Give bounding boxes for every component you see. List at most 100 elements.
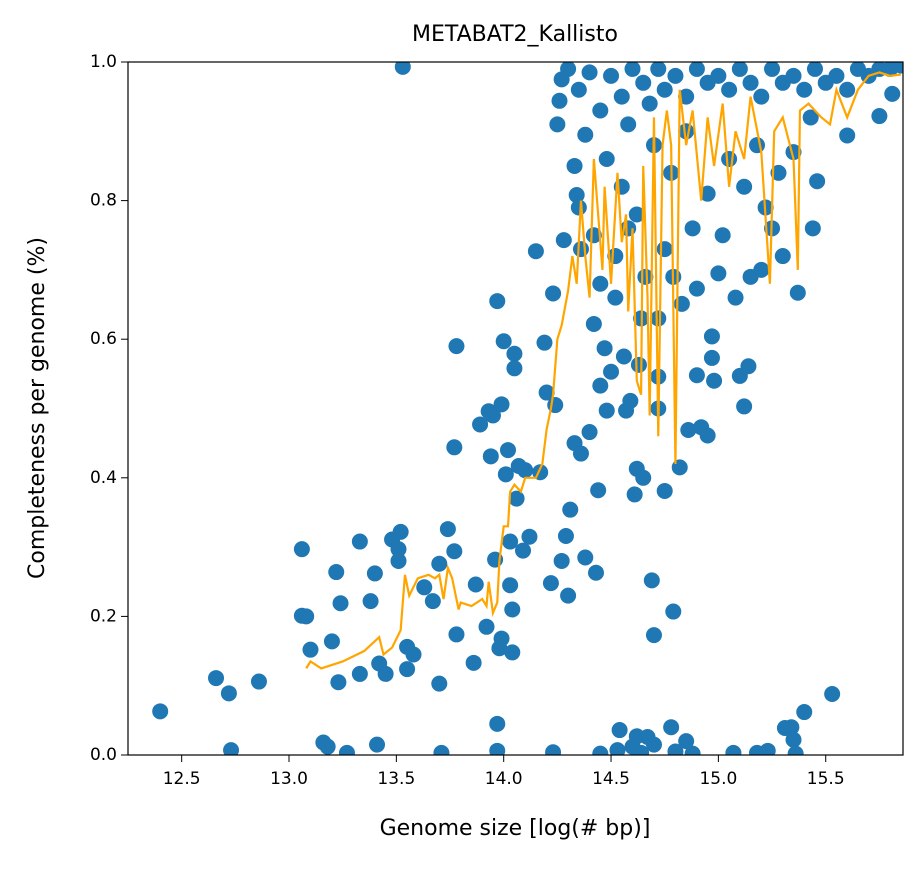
point xyxy=(714,227,731,244)
point xyxy=(656,241,673,258)
point xyxy=(467,576,484,593)
plot-area xyxy=(152,62,903,755)
point xyxy=(630,356,647,373)
x-tick-label: 13.5 xyxy=(377,769,415,789)
y-tick-label: 0.4 xyxy=(90,468,117,488)
point xyxy=(570,199,587,216)
point xyxy=(560,62,577,77)
point xyxy=(504,601,521,618)
point xyxy=(499,442,516,459)
point xyxy=(749,137,766,154)
point xyxy=(302,641,319,658)
point xyxy=(592,745,609,755)
point xyxy=(431,555,448,572)
point xyxy=(538,384,555,401)
point xyxy=(650,310,667,327)
point xyxy=(796,81,813,98)
point xyxy=(633,744,650,755)
point xyxy=(439,521,456,538)
point xyxy=(770,164,787,181)
point xyxy=(515,542,532,559)
point xyxy=(448,338,465,355)
point xyxy=(787,745,804,755)
point xyxy=(536,334,553,351)
x-tick-label: 13.0 xyxy=(270,769,308,789)
point xyxy=(688,280,705,297)
point xyxy=(152,703,169,720)
y-tick-label: 0.8 xyxy=(90,191,117,211)
point xyxy=(551,92,568,109)
point xyxy=(517,462,534,479)
point xyxy=(446,439,463,456)
point xyxy=(521,528,538,545)
point xyxy=(362,593,379,610)
point xyxy=(742,268,759,285)
point xyxy=(542,575,559,592)
point xyxy=(806,62,823,77)
point xyxy=(592,102,609,119)
point xyxy=(789,284,806,301)
chart-title: METABAT2_Kallisto xyxy=(412,22,618,47)
point xyxy=(572,445,589,462)
point xyxy=(645,736,662,753)
point xyxy=(656,81,673,98)
point xyxy=(727,289,744,306)
point xyxy=(377,665,394,682)
point xyxy=(399,661,416,678)
point xyxy=(759,742,776,755)
point xyxy=(710,265,727,282)
point xyxy=(405,646,422,663)
point xyxy=(472,416,489,433)
point xyxy=(332,595,349,612)
point xyxy=(592,275,609,292)
point xyxy=(489,742,506,755)
point xyxy=(208,670,225,687)
point xyxy=(560,587,577,604)
point xyxy=(603,363,620,380)
point xyxy=(620,116,637,133)
point xyxy=(506,345,523,362)
point xyxy=(495,333,512,350)
point xyxy=(643,572,660,589)
point xyxy=(607,289,624,306)
point xyxy=(592,377,609,394)
point xyxy=(667,67,684,84)
point xyxy=(645,627,662,644)
point xyxy=(220,685,237,702)
point xyxy=(615,348,632,365)
point xyxy=(753,88,770,105)
point xyxy=(703,349,720,366)
point xyxy=(577,126,594,143)
point xyxy=(663,719,680,736)
point xyxy=(446,543,463,560)
point xyxy=(622,392,639,409)
point xyxy=(598,402,615,419)
x-axis-label: Genome size [log(# bp)] xyxy=(380,816,651,841)
point xyxy=(493,630,510,647)
point xyxy=(431,675,448,692)
point xyxy=(502,577,519,594)
line xyxy=(305,71,901,670)
point xyxy=(688,367,705,384)
x-tick-label: 14.0 xyxy=(485,769,523,789)
point xyxy=(809,173,826,190)
point xyxy=(688,62,705,77)
point xyxy=(581,424,598,441)
point xyxy=(549,116,566,133)
point xyxy=(710,67,727,84)
point xyxy=(839,127,856,144)
point xyxy=(489,715,506,732)
point xyxy=(884,85,901,102)
point xyxy=(699,427,716,444)
point xyxy=(667,743,684,755)
point xyxy=(590,482,607,499)
point xyxy=(369,736,386,753)
point xyxy=(497,466,514,483)
point xyxy=(785,731,802,748)
x-tick-label: 15.0 xyxy=(699,769,737,789)
point xyxy=(892,62,903,74)
x-tick-label: 14.5 xyxy=(592,769,630,789)
point xyxy=(635,74,652,91)
point xyxy=(588,564,605,581)
point xyxy=(804,220,821,237)
